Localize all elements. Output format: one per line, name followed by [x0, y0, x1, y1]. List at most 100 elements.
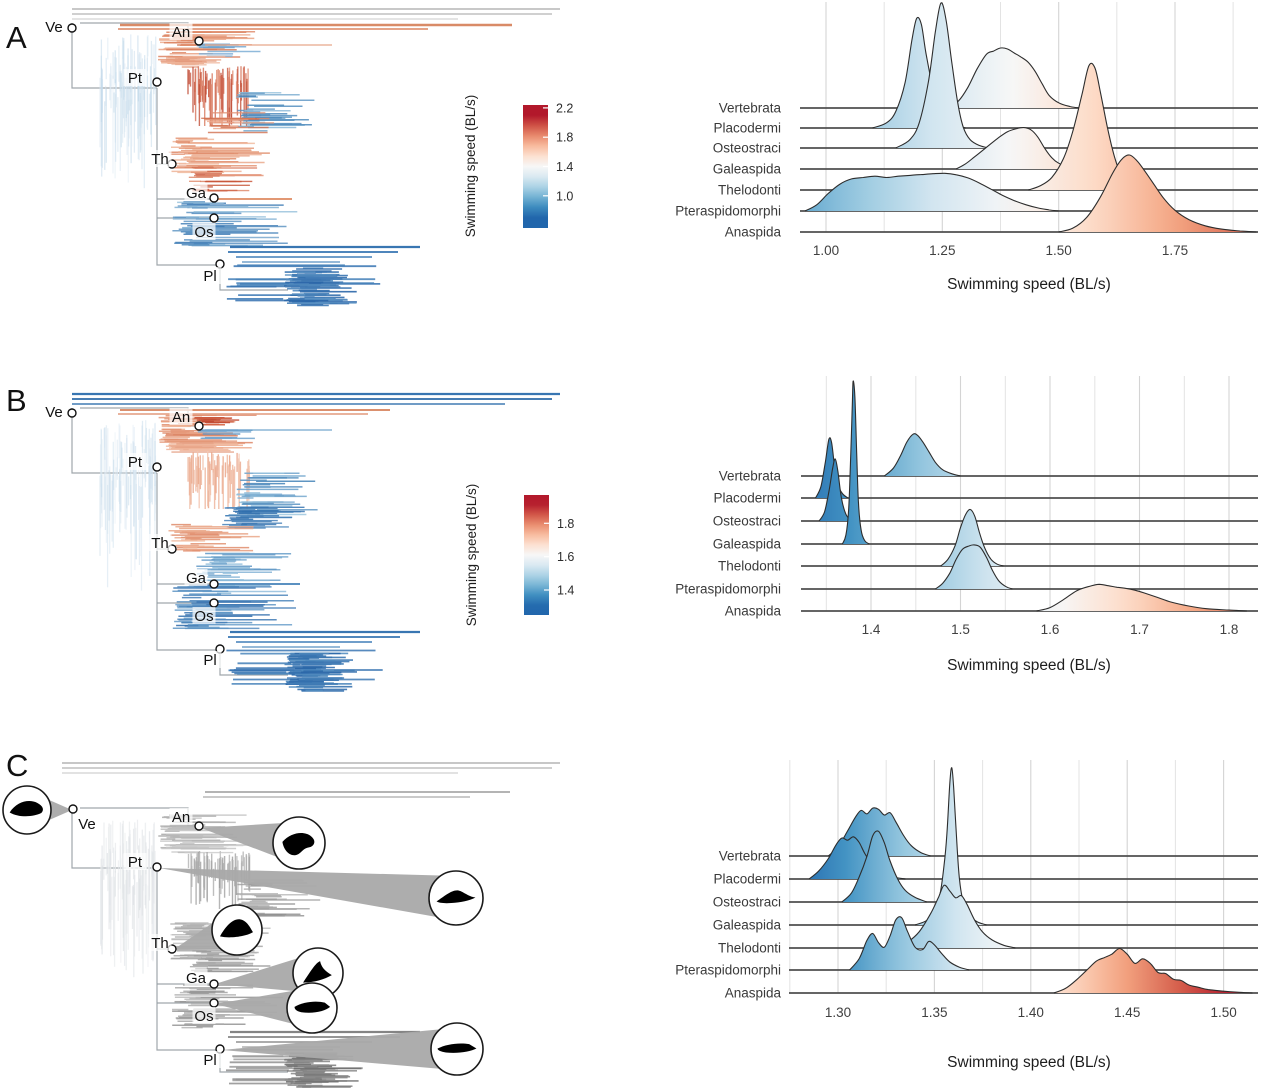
- tree-label-bg: [148, 534, 172, 551]
- x-tick-label-1.35: 1.35: [921, 1005, 947, 1020]
- tree-node-marker: [194, 36, 204, 46]
- tree-label-bg: [192, 1007, 216, 1024]
- tree-node-marker: [152, 462, 162, 472]
- tree-clade-label-pt: Pt: [128, 854, 143, 871]
- tree-label-bg: [198, 1051, 222, 1068]
- tree-clade-cluster: [168, 523, 260, 552]
- tree-label-bg: [42, 403, 66, 420]
- density-fill-vertebrata: [884, 433, 961, 476]
- ridge-row-label-placodermi: Placodermi: [713, 491, 781, 506]
- tree-node-marker: [209, 598, 219, 608]
- tree-node-marker: [209, 193, 219, 203]
- tree-clade-cluster: [284, 267, 357, 307]
- tree-label-bg: [169, 408, 193, 425]
- x-tick-label-1.5: 1.5: [951, 622, 970, 637]
- colorbar-legend-B: 1.8 1.6 1.4: [524, 495, 574, 615]
- tree-label-bg: [75, 815, 99, 832]
- tree-clade-label-an: An: [172, 24, 190, 41]
- tree-node-marker: [209, 998, 219, 1008]
- tree-clade-cluster: [284, 652, 357, 692]
- tree-clade-label-ga: Ga: [186, 570, 207, 587]
- tree-clade-label-ga: Ga: [186, 185, 207, 202]
- tree-label-bg: [192, 607, 216, 624]
- tree-branch: [156, 473, 220, 651]
- panel-a-colorbar-title: Swimming speed (BL/s): [463, 94, 478, 238]
- tree-node-marker: [67, 408, 77, 418]
- placodermi-silhouette-icon: [437, 1043, 477, 1053]
- density-fill-anaspida: [1053, 948, 1253, 993]
- tree-node-marker: [152, 77, 162, 87]
- panel-a-x-axis-title: Swimming speed (BL/s): [947, 276, 1111, 293]
- x-tick-label-1.25: 1.25: [929, 243, 955, 258]
- density-fill-thelodonti: [1028, 63, 1138, 191]
- x-tick-label-1.50: 1.50: [1210, 1005, 1236, 1020]
- x-tick-label-1.50: 1.50: [1046, 243, 1072, 258]
- osteostraci-silhouette-icon: [294, 1001, 331, 1013]
- density-outline-anaspida: [1036, 583, 1247, 612]
- tree-branch: [156, 868, 220, 1051]
- density-outline-thelodonti: [940, 508, 1004, 567]
- x-tick-label-1.40: 1.40: [1018, 1005, 1044, 1020]
- tree-clade-label-os: Os: [194, 1008, 213, 1025]
- density-outline-vertebrata: [827, 807, 931, 857]
- x-tick-label-1.4: 1.4: [862, 622, 881, 637]
- ridgeline-plot-C: Vertebrata Placodermi Osteostraci Galeaspid…: [675, 760, 1258, 1020]
- x-tick-label-1.6: 1.6: [1041, 622, 1060, 637]
- colorbar-tick-label-1.6: 1.6: [557, 550, 574, 564]
- density-outline-osteostraci: [895, 2, 990, 149]
- density-fill-placodermi: [809, 836, 906, 879]
- ridge-row-label-osteostraci: Osteostraci: [713, 141, 781, 156]
- tree-clade-cluster: [201, 112, 275, 134]
- phylogenetic-tree-A: Ve An Pt Th Ga Os Pl: [42, 8, 560, 307]
- ridge-row-label-galeaspida: Galeaspida: [713, 537, 782, 552]
- density-outline-osteostraci: [818, 458, 852, 522]
- density-fill-thelodonti: [895, 885, 1016, 948]
- phylogenetic-tree-C: Ve An Pt Th Ga Os Pl: [2, 762, 560, 1088]
- density-outline-pteraspidomorphi: [804, 172, 1059, 212]
- density-fill-vertebrata: [946, 47, 1080, 108]
- thelodonti-silhouette-icon: [219, 919, 253, 938]
- galeaspida-silhouette-icon: [303, 961, 332, 983]
- ridge-row-label-placodermi: Placodermi: [713, 121, 781, 136]
- tree-clade-label-ve: Ve: [78, 816, 96, 833]
- gridlines: [825, 376, 1230, 611]
- silhouette-callout-wedge: [159, 868, 459, 920]
- tree-clade-label-an: An: [172, 809, 190, 826]
- tree-clade-label-ve: Ve: [45, 404, 63, 421]
- ridge-row-label-placodermi: Placodermi: [713, 872, 781, 887]
- tree-clade-label-os: Os: [194, 224, 213, 241]
- panel-b-x-axis-title: Swimming speed (BL/s): [947, 657, 1111, 674]
- tree-label-bg: [184, 969, 208, 986]
- ridge-row-label-osteostraci: Osteostraci: [713, 514, 781, 529]
- tree-label-bg: [123, 69, 147, 86]
- tree-clade-label-pl: Pl: [203, 268, 216, 285]
- density-outline-osteostraci: [841, 830, 927, 903]
- density-outline-vertebrata: [946, 47, 1080, 109]
- tree-label-bg: [123, 853, 147, 870]
- tree-clade-label-th: Th: [151, 935, 169, 952]
- ridge-row-label-anaspida: Anaspida: [725, 604, 782, 619]
- ridge-row-label-pteraspidomorphi: Pteraspidomorphi: [675, 963, 781, 978]
- tree-clade-label-pl: Pl: [203, 652, 216, 669]
- x-tick-label-1.8: 1.8: [1220, 622, 1239, 637]
- density-fill-placodermi: [872, 17, 966, 128]
- vertebrata-silhouette-icon: [9, 801, 43, 817]
- tree-node-marker: [152, 862, 162, 872]
- tree-label-bg: [198, 267, 222, 284]
- tree-label-bg: [148, 934, 172, 951]
- phylogenetic-tree-B: Ve An Pt Th Ga Os Pl: [42, 392, 560, 692]
- ridge-row-label-galeaspida: Galeaspida: [713, 918, 782, 933]
- panel-c-letter: C: [6, 748, 29, 783]
- density-fill-thelodonti: [940, 509, 1004, 566]
- ridge-row-label-anaspida: Anaspida: [725, 986, 782, 1001]
- tree-clade-cluster: [99, 34, 157, 189]
- density-fill-osteostraci: [819, 458, 852, 521]
- tree-node-marker: [209, 213, 219, 223]
- density-outline-vertebrata: [884, 433, 961, 477]
- tree-label-bg: [192, 223, 216, 240]
- tree-clade-cluster: [197, 429, 255, 440]
- x-tick-label-1.45: 1.45: [1114, 1005, 1140, 1020]
- tree-node-marker: [68, 804, 78, 814]
- tree-clade-cluster: [226, 649, 383, 685]
